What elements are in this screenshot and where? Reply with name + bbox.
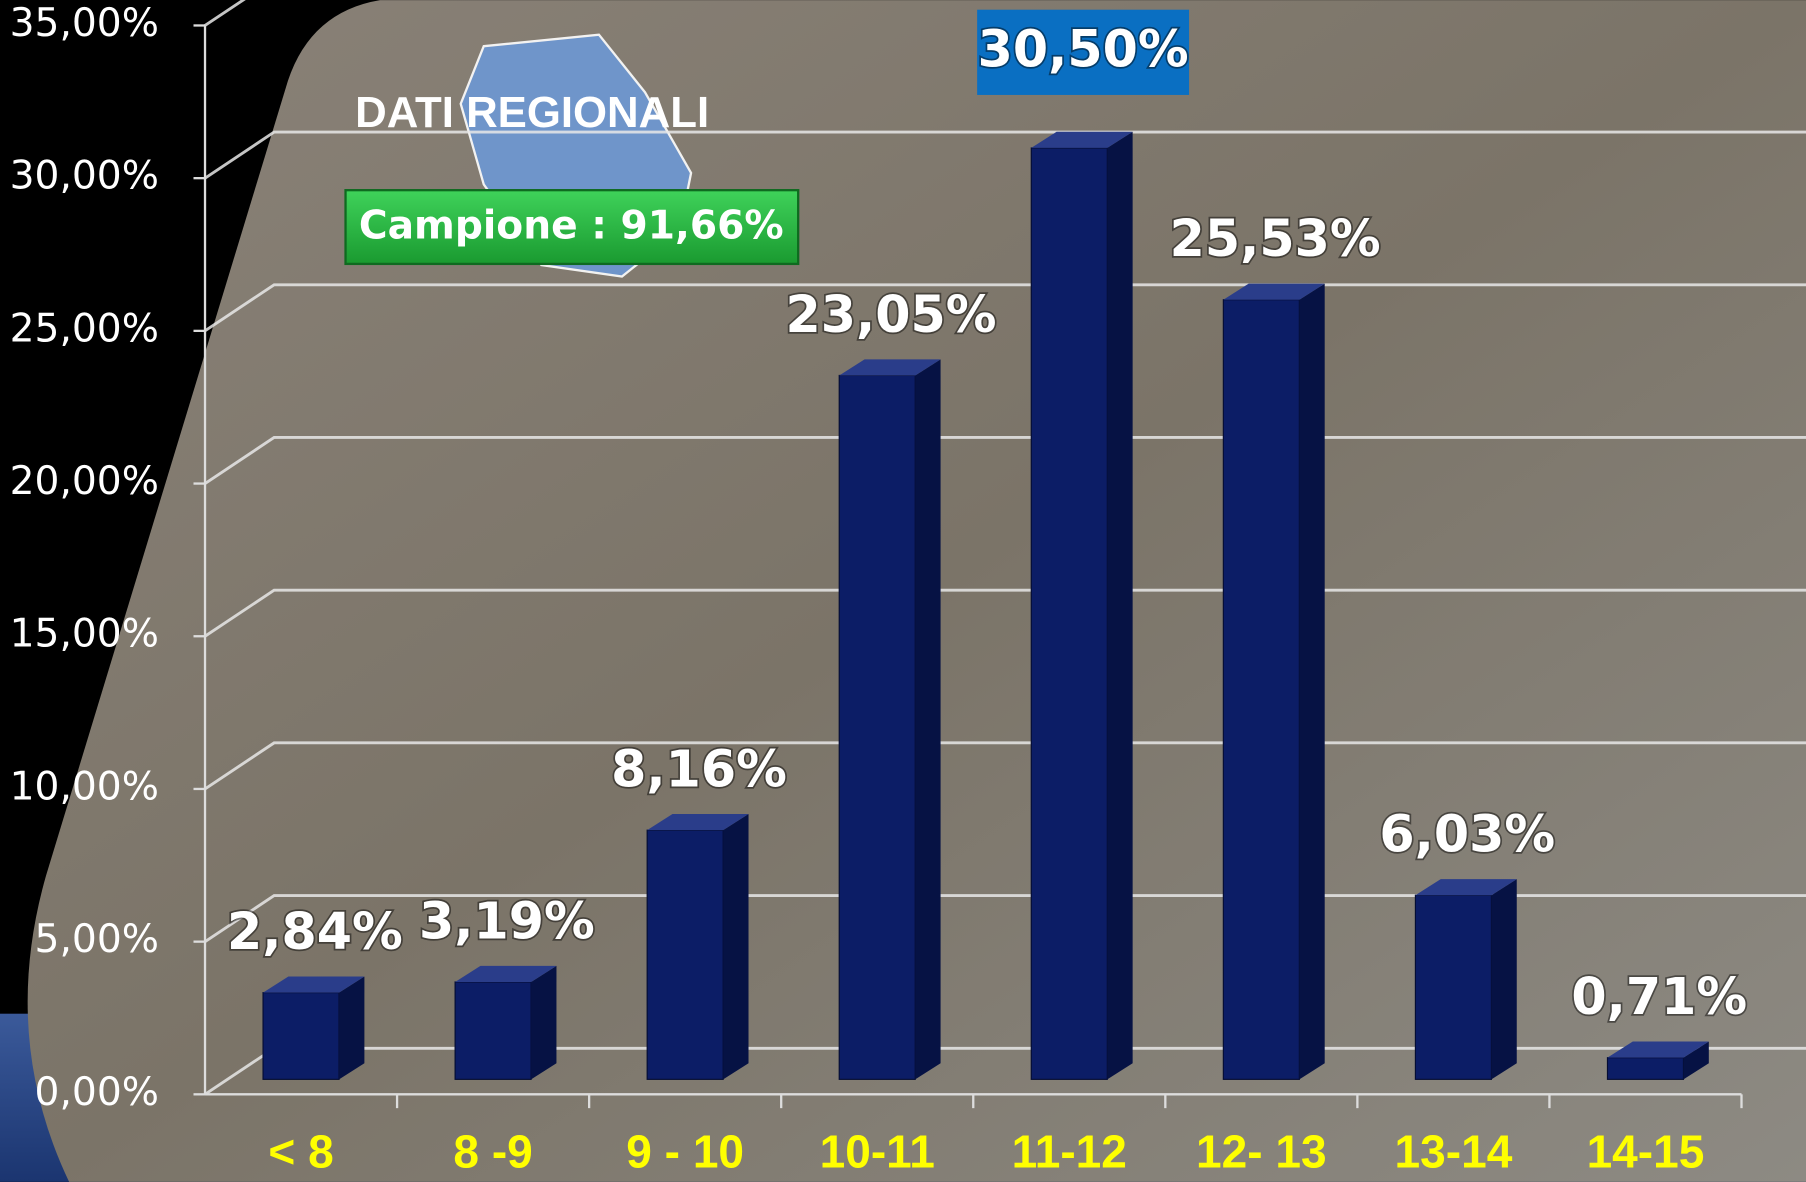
bar	[1414, 894, 1492, 1080]
value-label: 23,05%	[786, 285, 997, 344]
y-tick-label: 5,00%	[35, 917, 159, 962]
bar-top	[263, 976, 365, 993]
bar-top	[647, 814, 749, 831]
y-tick-label: 30,00%	[10, 154, 159, 199]
bar	[262, 992, 340, 1080]
grid-line	[204, 0, 246, 27]
value-label: 2,84%	[227, 902, 403, 961]
subtitle-box	[344, 189, 800, 266]
y-tick-label: 35,00%	[10, 1, 159, 46]
x-tick-label: 9 - 10	[626, 1126, 744, 1178]
bar-top	[1031, 131, 1133, 148]
chart-subtitle: Campione : 91,66%	[359, 204, 784, 249]
x-tick-label: < 8	[268, 1126, 333, 1178]
x-tick-label: 11-12	[1012, 1126, 1127, 1178]
value-label: 6,03%	[1379, 805, 1555, 864]
x-tick-label: 10-11	[820, 1126, 935, 1178]
chart-title: DATI REGIONALI	[355, 88, 709, 137]
bar	[646, 829, 724, 1080]
x-tick-label: 8 -9	[453, 1126, 532, 1178]
value-label: 25,53%	[1170, 209, 1381, 268]
value-label: 3,19%	[419, 891, 595, 950]
x-tick-label: 12- 13	[1196, 1126, 1327, 1178]
bar-top	[1415, 879, 1517, 896]
bar-side	[1491, 879, 1517, 1080]
bar	[1606, 1057, 1685, 1080]
y-tick-label: 25,00%	[10, 306, 159, 351]
bar	[1030, 147, 1108, 1080]
x-tick-label: 13-14	[1395, 1126, 1513, 1178]
value-label: 0,71%	[1571, 967, 1747, 1026]
bar	[838, 374, 916, 1080]
x-tick-label: 14-15	[1587, 1126, 1705, 1178]
bar-top	[455, 965, 557, 982]
y-tick-label: 15,00%	[10, 612, 159, 657]
bar-top	[1607, 1041, 1709, 1058]
bar-side	[915, 359, 941, 1080]
bar-side	[723, 814, 749, 1080]
bar-side	[1107, 131, 1133, 1080]
value-label: 8,16%	[611, 740, 787, 799]
y-tick-label: 10,00%	[10, 764, 159, 809]
value-label: 30,50%	[978, 19, 1189, 78]
bar-top	[839, 359, 941, 376]
grid-line	[204, 130, 1806, 180]
bar-side	[1683, 1041, 1709, 1080]
bar	[454, 981, 532, 1080]
bar-top	[1223, 283, 1325, 300]
bar-side	[531, 965, 557, 1080]
bar-side	[1299, 283, 1325, 1080]
bar	[1222, 299, 1300, 1080]
bar-side	[339, 976, 365, 1080]
value-label-box	[977, 9, 1190, 95]
y-tick-label: 20,00%	[10, 459, 159, 504]
y-tick-label: 0,00%	[35, 1070, 159, 1115]
